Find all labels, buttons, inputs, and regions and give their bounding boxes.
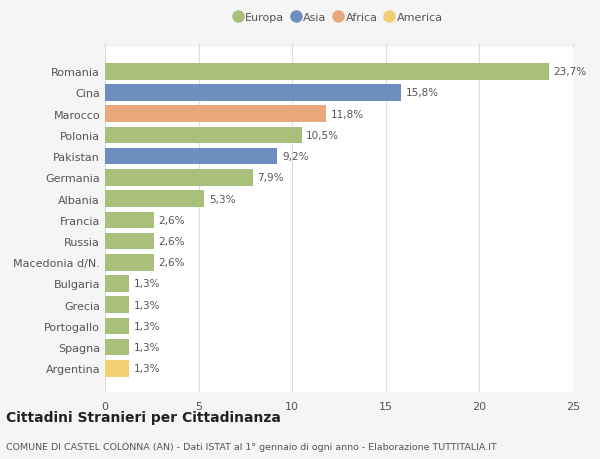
- Text: 10,5%: 10,5%: [306, 131, 339, 140]
- Bar: [105, 360, 130, 377]
- Text: 2,6%: 2,6%: [158, 257, 185, 268]
- Bar: [105, 85, 401, 101]
- Legend: Europa, Asia, Africa, America: Europa, Asia, Africa, America: [232, 9, 446, 26]
- Text: 2,6%: 2,6%: [158, 215, 185, 225]
- Bar: [105, 127, 302, 144]
- Text: 11,8%: 11,8%: [331, 109, 364, 119]
- Text: 1,3%: 1,3%: [134, 300, 161, 310]
- Text: 1,3%: 1,3%: [134, 364, 161, 374]
- Bar: [105, 318, 130, 335]
- Bar: [105, 170, 253, 186]
- Bar: [105, 254, 154, 271]
- Text: COMUNE DI CASTEL COLONNA (AN) - Dati ISTAT al 1° gennaio di ogni anno - Elaboraz: COMUNE DI CASTEL COLONNA (AN) - Dati IST…: [6, 442, 497, 451]
- Bar: [105, 297, 130, 313]
- Bar: [105, 106, 326, 123]
- Bar: [105, 64, 548, 80]
- Text: 7,9%: 7,9%: [257, 173, 284, 183]
- Bar: [105, 149, 277, 165]
- Text: 1,3%: 1,3%: [134, 342, 161, 353]
- Bar: [105, 233, 154, 250]
- Text: 1,3%: 1,3%: [134, 279, 161, 289]
- Bar: [105, 191, 204, 207]
- Text: 9,2%: 9,2%: [282, 152, 308, 162]
- Text: 2,6%: 2,6%: [158, 236, 185, 246]
- Text: 5,3%: 5,3%: [209, 194, 235, 204]
- Bar: [105, 275, 130, 292]
- Text: 1,3%: 1,3%: [134, 321, 161, 331]
- Text: 23,7%: 23,7%: [553, 67, 586, 77]
- Text: 15,8%: 15,8%: [406, 88, 439, 98]
- Bar: [105, 212, 154, 229]
- Bar: [105, 339, 130, 356]
- Text: Cittadini Stranieri per Cittadinanza: Cittadini Stranieri per Cittadinanza: [6, 410, 281, 425]
